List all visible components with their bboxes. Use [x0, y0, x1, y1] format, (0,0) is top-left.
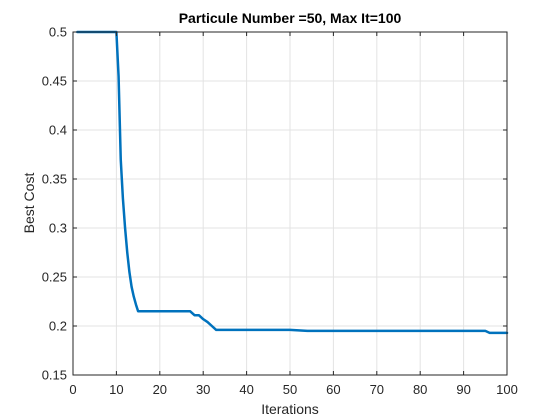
x-tick-label: 50: [283, 382, 297, 397]
y-tick-label: 0.4: [49, 123, 67, 138]
x-tick-label: 80: [413, 382, 427, 397]
y-axis-label: Best Cost: [21, 173, 37, 234]
chart-title: Particule Number =50, Max It=100: [179, 10, 402, 26]
x-tick-label: 60: [326, 382, 340, 397]
x-tick-label: 30: [196, 382, 210, 397]
y-tick-label: 0.35: [42, 172, 67, 187]
x-axis-label: Iterations: [261, 401, 319, 417]
x-tick-label: 20: [153, 382, 167, 397]
y-tick-labels: 0.15 0.2 0.25 0.3 0.35 0.4 0.45 0.5: [42, 25, 67, 383]
series-line-0: [76, 30, 509, 335]
y-tick-label: 0.2: [49, 319, 67, 334]
tick-marks: [72, 31, 508, 376]
x-tick-label: 70: [370, 382, 384, 397]
x-tick-label: 40: [239, 382, 253, 397]
y-tick-label: 0.25: [42, 270, 67, 285]
x-tick-labels: 0 10 20 30 40 50 60 70 80 90 100: [69, 382, 517, 397]
x-tick-label: 0: [69, 382, 76, 397]
y-tick-label: 0.3: [49, 221, 67, 236]
x-tick-label: 100: [496, 382, 518, 397]
series-layer: [76, 30, 509, 335]
y-tick-label: 0.5: [49, 25, 67, 40]
x-tick-label: 90: [456, 382, 470, 397]
y-tick-label: 0.15: [42, 368, 67, 383]
x-tick-label: 10: [109, 382, 123, 397]
y-tick-label: 0.45: [42, 74, 67, 89]
